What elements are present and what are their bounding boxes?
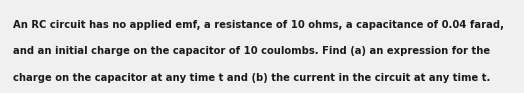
Text: charge on the capacitor at any time t and (b) the current in the circuit at any : charge on the capacitor at any time t an… <box>13 73 490 83</box>
Text: and an initial charge on the capacitor of 10 coulombs. Find (a) an expression fo: and an initial charge on the capacitor o… <box>13 46 490 57</box>
Text: An RC circuit has no applied emf, a resistance of 10 ohms, a capacitance of 0.04: An RC circuit has no applied emf, a resi… <box>13 20 504 31</box>
